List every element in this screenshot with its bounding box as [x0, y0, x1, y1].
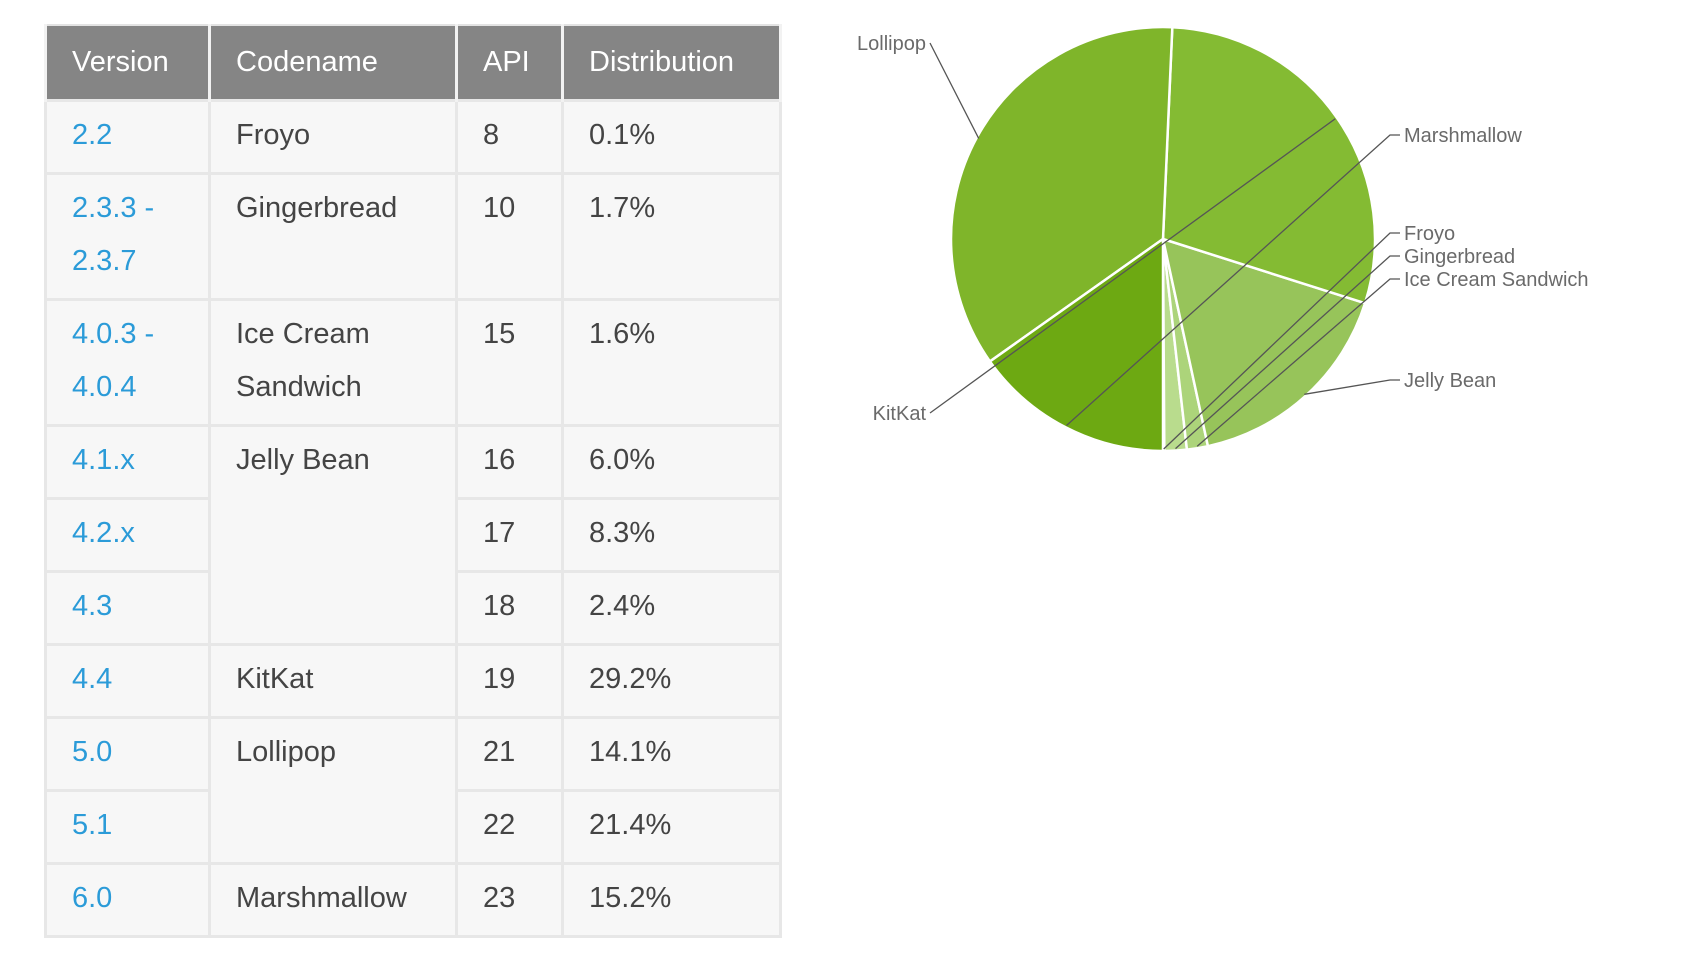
table-row: 4.4 KitKat 19 29.2%: [44, 643, 782, 719]
header-distribution: Distribution: [561, 25, 782, 101]
codename-cell: KitKat: [208, 643, 458, 719]
version-cell: 4.2.x: [44, 497, 211, 573]
api-cell: 22: [455, 789, 564, 865]
pie-slice-jelly-bean: [1161, 237, 1367, 448]
table-row: 2.3.3 - 2.3.7 Gingerbread 10 1.7%: [44, 172, 782, 301]
version-cell-text: 2.2: [72, 119, 113, 151]
api-cell: 15: [455, 298, 564, 427]
version-cell: 5.1: [44, 789, 211, 865]
leader-line-lollipop: [929, 42, 980, 139]
leader-line-jelly-bean: [1304, 379, 1400, 395]
api-cell: 21: [455, 716, 564, 792]
table-row: 4.1.x Jelly Bean 16 6.0%: [44, 424, 782, 646]
distribution-cell: 14.1%: [561, 716, 782, 792]
codename-cell-text: KitKat: [236, 663, 314, 695]
version-cell: 4.1.x: [44, 424, 211, 500]
slice-label-kitkat: KitKat: [873, 403, 927, 425]
version-cell-text: 5.1: [72, 809, 113, 841]
slice-label-gingerbread: Gingerbread: [1404, 246, 1515, 268]
version-cell-text: 4.1.x: [72, 444, 135, 476]
version-cell-text: 4.4: [72, 663, 113, 695]
codename-cell-text: Sandwich: [236, 371, 362, 403]
pie-slice-marshmallow: [988, 237, 1165, 453]
codename-cell-text: Marshmallow: [236, 882, 407, 914]
codename-cell-text: Froyo: [236, 119, 311, 151]
api-cell: 23: [455, 862, 564, 938]
header-version: Version: [44, 25, 211, 101]
version-cell-text: 2.3.7: [72, 245, 137, 277]
version-cell-text: 5.0: [72, 736, 113, 768]
version-cell-text: 6.0: [72, 882, 113, 914]
table-body: 2.2 Froyo 8 0.1% 2.3.3 - 2.3.7 Gingerbread 10 1.…: [44, 99, 782, 938]
header-codename: Codename: [208, 25, 458, 101]
table-row: 5.0 Lollipop 21 14.1%: [44, 716, 782, 865]
codename-cell-text: Gingerbread: [236, 192, 398, 224]
table-row: 4.2.x 17 8.3%: [44, 497, 782, 573]
version-cell-text: 4.3: [72, 590, 113, 622]
api-cell: 19: [455, 643, 564, 719]
distribution-cell: 8.3%: [561, 497, 782, 573]
api-cell: 8: [455, 99, 564, 175]
distribution-cell: 1.6%: [561, 298, 782, 427]
codename-cell-text: Lollipop: [236, 736, 336, 768]
leader-line-froyo: [1163, 232, 1400, 450]
codename-cell-text: Jelly Bean: [236, 444, 370, 476]
slice-label-ice-cream-sandwich: Ice Cream Sandwich: [1404, 269, 1589, 291]
version-cell-text: 4.2.x: [72, 517, 135, 549]
pie-slice-lollipop: [949, 25, 1174, 363]
version-cell-text: 4.0.3 -: [72, 318, 155, 350]
leader-line-marshmallow: [1066, 134, 1400, 426]
codename-cell: Marshmallow: [208, 862, 458, 938]
slice-label-marshmallow: Marshmallow: [1404, 125, 1522, 147]
version-cell: 4.4: [44, 643, 211, 719]
distribution-cell: 29.2%: [561, 643, 782, 719]
version-cell: 4.0.3 - 4.0.4: [44, 298, 211, 427]
distribution-cell: 1.7%: [561, 172, 782, 301]
table-row: 4.3 18 2.4%: [44, 570, 782, 646]
version-cell-text: 4.0.4: [72, 371, 137, 403]
codename-cell: Lollipop: [208, 716, 458, 865]
distribution-cell: 6.0%: [561, 424, 782, 500]
distribution-cell: 15.2%: [561, 862, 782, 938]
leader-line-ice-cream-sandwich: [1196, 278, 1400, 447]
codename-cell: Jelly Bean: [208, 424, 458, 646]
table-row: 2.2 Froyo 8 0.1%: [44, 99, 782, 175]
codename-cell-text: Ice Cream: [236, 318, 370, 350]
api-cell: 18: [455, 570, 564, 646]
header-api: API: [455, 25, 564, 101]
distribution-cell: 21.4%: [561, 789, 782, 865]
pie-slice-kitkat: [1161, 25, 1377, 305]
version-cell: 2.3.3 - 2.3.7: [44, 172, 211, 301]
version-cell: 6.0: [44, 862, 211, 938]
table-row: 4.0.3 - 4.0.4 Ice Cream Sandwich 15 1.6%: [44, 298, 782, 427]
slice-label-jelly-bean: Jelly Bean: [1404, 370, 1496, 392]
table-row: 6.0 Marshmallow 23 15.2%: [44, 862, 782, 938]
api-cell: 16: [455, 424, 564, 500]
version-cell: 4.3: [44, 570, 211, 646]
version-cell-text: 2.3.3 -: [72, 192, 155, 224]
codename-cell: Froyo: [208, 99, 458, 175]
slice-label-lollipop: Lollipop: [857, 33, 926, 55]
api-cell: 10: [455, 172, 564, 301]
codename-cell: Gingerbread: [208, 172, 458, 301]
version-cell: 5.0: [44, 716, 211, 792]
leader-line-gingerbread: [1175, 255, 1400, 450]
distribution-table: Version Codename API Distribution 2.2 Fro…: [44, 24, 782, 938]
table-row: 5.1 22 21.4%: [44, 789, 782, 865]
distribution-cell: 0.1%: [561, 99, 782, 175]
slice-label-froyo: Froyo: [1404, 223, 1455, 245]
api-cell: 17: [455, 497, 564, 573]
codename-cell: Ice Cream Sandwich: [208, 298, 458, 427]
distribution-cell: 2.4%: [561, 570, 782, 646]
table-header-row: Version Codename API Distribution: [44, 25, 782, 101]
leader-line-kitkat: [929, 118, 1336, 414]
pie-slices: [949, 25, 1377, 453]
version-cell: 2.2: [44, 99, 211, 175]
